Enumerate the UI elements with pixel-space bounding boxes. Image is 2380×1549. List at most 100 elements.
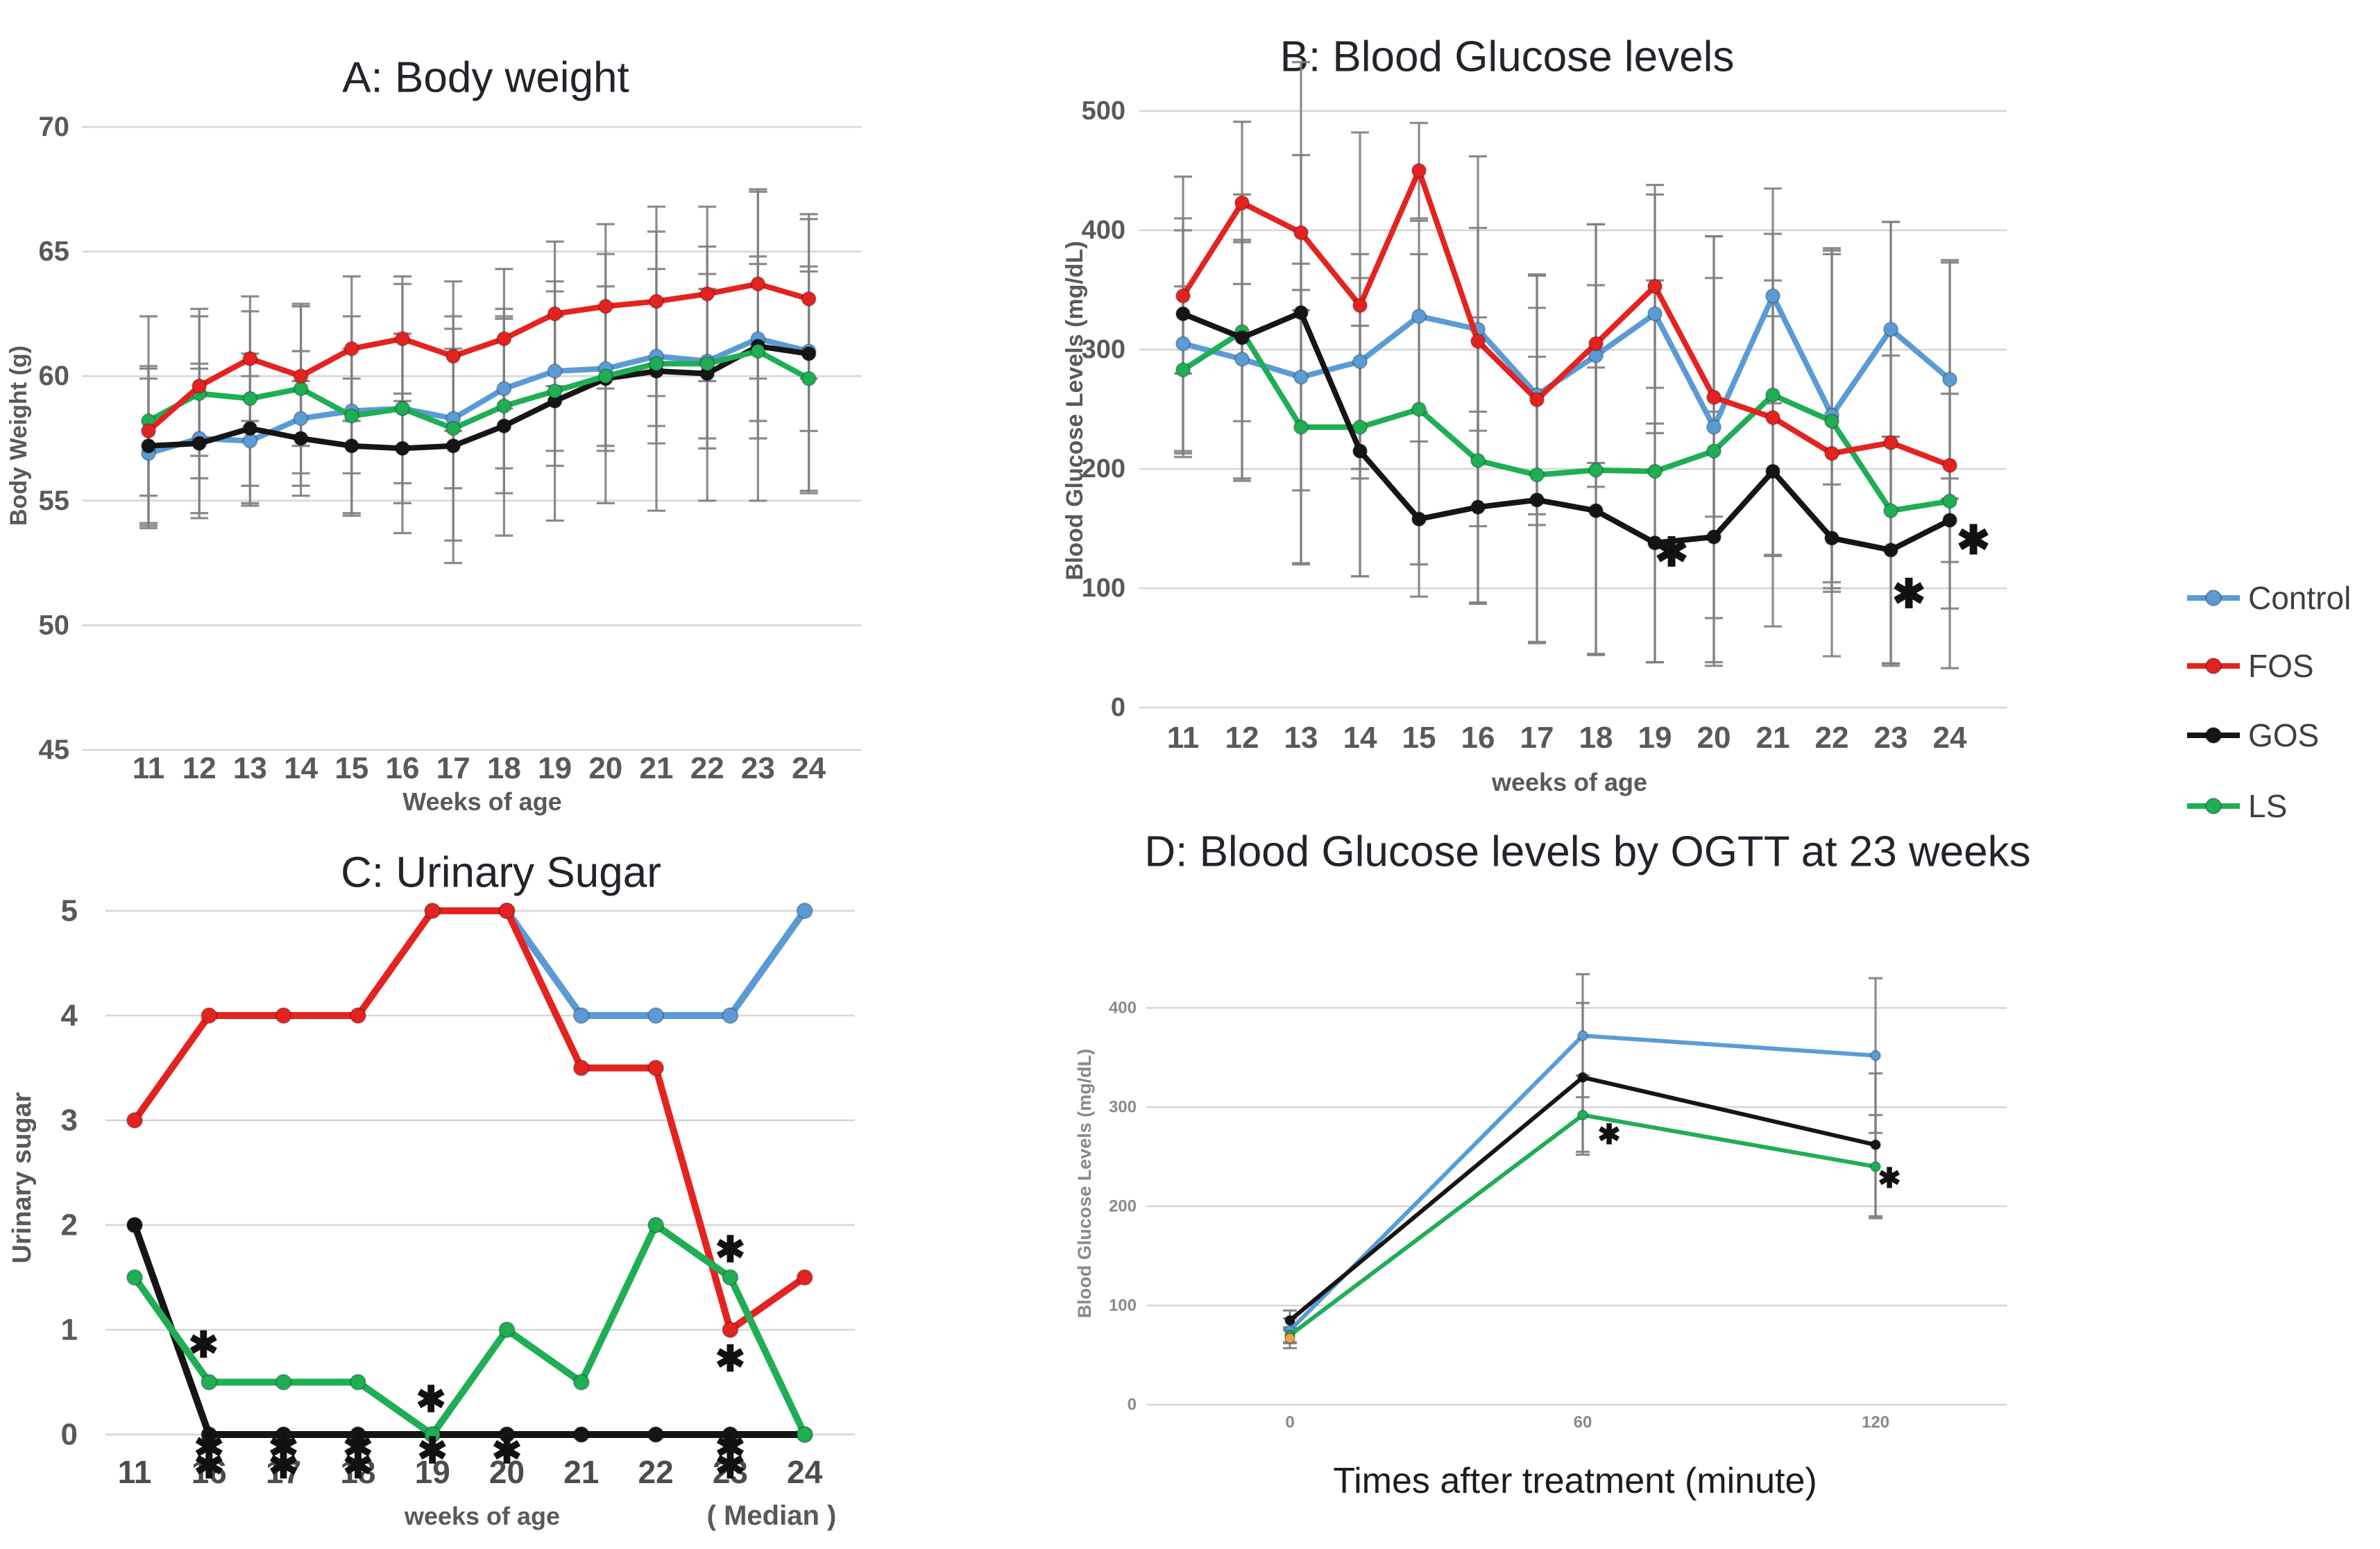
data-point-marker — [1577, 1109, 1588, 1121]
data-point-marker — [275, 1426, 292, 1443]
data-point-marker — [572, 1007, 590, 1024]
data-point-marker — [1352, 354, 1368, 370]
chart-title: D: Blood Glucose levels by OGTT at 23 we… — [1144, 828, 2030, 876]
data-point-marker — [349, 1426, 366, 1443]
series-line — [146, 343, 812, 452]
data-point-marker — [424, 902, 441, 919]
data-point-marker — [1175, 288, 1191, 304]
data-point-marker — [242, 351, 258, 367]
x-tick-label: 16 — [192, 1454, 227, 1490]
data-point-marker — [395, 331, 410, 347]
data-point-marker — [1942, 457, 1957, 473]
data-point-marker — [750, 276, 766, 292]
data-point-marker — [1529, 392, 1545, 408]
data-point-marker — [349, 1007, 366, 1024]
significance-asterisks: ✱✱✱✱✱✱ ✱✱ ✱✱ ✱ ✱ ✱✱ — [189, 1230, 746, 1486]
series-line — [146, 348, 812, 431]
asterisk-annotation: ✱ — [1957, 518, 1991, 563]
chart-title: A: Body weight — [342, 54, 629, 102]
x-tick-label: 13 — [1284, 721, 1318, 755]
data-point-marker — [722, 1269, 739, 1286]
x-axis-label: weeks of age — [1491, 768, 1647, 796]
chart-b: 500 400 300 200 100 0 11 12 13 14 15 16 17 18 19 20 21 22… — [1062, 33, 2007, 796]
x-tick-label: 24 — [792, 751, 826, 785]
data-point-marker — [1293, 369, 1309, 385]
data-point-marker — [445, 438, 461, 454]
series-line — [146, 281, 812, 434]
data-point-marker — [1824, 413, 1839, 429]
data-point-marker — [445, 420, 461, 436]
y-tick-label: 2 — [61, 1208, 78, 1242]
data-point-marker — [1765, 410, 1780, 426]
series-gos — [1284, 1072, 1881, 1326]
legend-label: FOS — [2248, 648, 2314, 684]
series-fos — [1284, 1333, 1295, 1344]
asterisk-annotation: ✱ — [194, 1428, 225, 1469]
x-tick-label: 15 — [334, 751, 368, 785]
data-point-marker — [649, 356, 664, 372]
x-axis-label: Times after treatment (minute) — [1333, 1461, 1817, 1501]
data-point-marker — [1647, 278, 1663, 294]
asterisk-annotation: ✱ — [194, 1446, 225, 1486]
data-point-marker — [395, 400, 410, 416]
x-tick-label: 12 — [182, 751, 216, 785]
legend-marker — [2205, 590, 2222, 606]
asterisk-annotation: ✱ — [417, 1431, 448, 1471]
data-point-marker — [647, 1426, 665, 1443]
x-tick-label: 11 — [118, 1454, 152, 1490]
data-point-marker — [649, 293, 664, 309]
data-point-marker — [192, 378, 207, 394]
data-point-marker — [1352, 443, 1368, 459]
data-point-marker — [1577, 1030, 1588, 1042]
data-point-marker — [1706, 529, 1722, 545]
legend-marker — [2205, 658, 2222, 674]
data-point-marker — [699, 356, 715, 372]
y-tick-label: 1 — [61, 1313, 78, 1347]
legend-item-fos: FOS — [2187, 648, 2314, 684]
legend-item-gos: GOS — [2187, 717, 2319, 753]
series-line — [131, 1222, 808, 1438]
x-axis-ticks: 11 16 17 18 19 20 21 22 23 24 — [118, 1454, 823, 1490]
x-axis-ticks: 11 12 13 14 15 16 17 18 19 20 21 22 23 24 — [133, 751, 826, 785]
asterisk-annotation: ✱ — [416, 1380, 446, 1420]
data-point-marker — [395, 440, 410, 456]
data-point-marker — [1234, 330, 1250, 345]
data-point-marker — [343, 341, 359, 357]
data-point-marker — [424, 1426, 441, 1443]
series-control — [498, 902, 813, 1024]
x-tick-label: 13 — [233, 751, 267, 785]
data-point-marker — [275, 1007, 292, 1024]
data-point-marker — [1647, 535, 1663, 551]
data-point-marker — [496, 398, 512, 414]
data-point-marker — [1870, 1161, 1881, 1172]
gridlines — [1146, 1007, 2007, 1406]
data-point-marker — [293, 411, 309, 427]
y-tick-label: 70 — [39, 112, 70, 142]
y-axis-ticks: 70 65 60 55 50 45 — [39, 112, 70, 765]
y-tick-label: 0 — [61, 1418, 78, 1452]
x-tick-label: 23 — [741, 751, 775, 785]
series-ls — [141, 343, 817, 436]
y-tick-label: 5 — [61, 894, 78, 928]
axis-note: ( Median ) — [707, 1500, 837, 1531]
data-point-marker — [647, 1059, 665, 1077]
data-point-marker — [1293, 419, 1309, 435]
y-tick-label: 65 — [39, 237, 70, 267]
data-point-marker — [1293, 225, 1309, 241]
asterisk-annotation: ✱ — [343, 1428, 373, 1469]
chart-title: C: Urinary Sugar — [341, 849, 661, 897]
x-tick-label: 21 — [563, 1454, 599, 1490]
data-point-marker — [796, 1269, 813, 1286]
y-axis-label: Blood Glucose Levels (mg/dL) — [1074, 1049, 1095, 1319]
y-tick-label: 60 — [39, 361, 70, 391]
x-axis-ticks: 11 12 13 14 15 16 17 18 19 20 21 22 23 24 — [1167, 721, 1967, 755]
chart-d: 400 300 200 100 0 0 60 120 D: Blood Glucose leve… — [1074, 828, 2031, 1502]
data-point-marker — [1588, 336, 1604, 352]
data-point-marker — [722, 1007, 739, 1024]
x-tick-label: 18 — [340, 1454, 375, 1490]
data-point-marker — [343, 408, 359, 424]
x-tick-label: 60 — [1574, 1413, 1592, 1432]
data-point-marker — [293, 368, 309, 384]
